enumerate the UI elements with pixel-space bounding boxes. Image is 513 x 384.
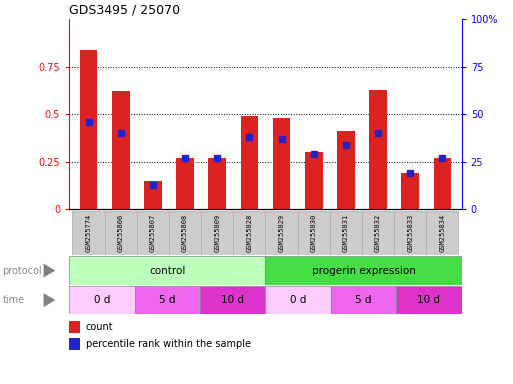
Text: count: count (86, 322, 113, 332)
Text: GSM255832: GSM255832 (375, 214, 381, 252)
Bar (305, 152, 323, 209)
Text: protocol: protocol (3, 265, 42, 276)
Bar (69, 256, 266, 285)
Text: GSM255829: GSM255829 (279, 214, 285, 252)
Text: GSM255807: GSM255807 (150, 214, 156, 252)
Bar (69, 321, 80, 333)
Bar (134, 286, 200, 314)
Bar (80, 50, 97, 209)
Text: GSM255828: GSM255828 (246, 214, 252, 252)
Text: percentile rank within the sample: percentile rank within the sample (86, 339, 251, 349)
Text: GSM255806: GSM255806 (117, 214, 124, 252)
Bar (176, 158, 194, 209)
Bar (433, 158, 451, 209)
Text: GSM255774: GSM255774 (86, 214, 91, 252)
Bar (273, 118, 290, 209)
Bar (69, 286, 134, 314)
Text: GSM255833: GSM255833 (407, 214, 413, 252)
Text: control: control (149, 265, 186, 276)
Bar (208, 158, 226, 209)
Text: 10 d: 10 d (221, 295, 244, 305)
Bar (169, 211, 201, 255)
Text: 10 d: 10 d (418, 295, 441, 305)
Text: GSM255834: GSM255834 (440, 214, 445, 252)
Bar (105, 211, 137, 255)
Text: GDS3495 / 25070: GDS3495 / 25070 (69, 3, 181, 17)
Text: 5 d: 5 d (356, 295, 372, 305)
Bar (362, 211, 394, 255)
Bar (241, 116, 258, 209)
Bar (369, 89, 387, 209)
Text: 0 d: 0 d (94, 295, 110, 305)
Text: time: time (3, 295, 25, 305)
Bar (266, 256, 462, 285)
Bar (144, 181, 162, 209)
Text: GSM255809: GSM255809 (214, 214, 220, 252)
Bar (298, 211, 330, 255)
Bar (69, 338, 80, 350)
Bar (401, 173, 419, 209)
Bar (72, 211, 105, 255)
Text: progerin expression: progerin expression (312, 265, 416, 276)
Bar (266, 211, 298, 255)
Text: GSM255831: GSM255831 (343, 214, 349, 252)
Bar (200, 286, 265, 314)
Text: 0 d: 0 d (290, 295, 306, 305)
Text: GSM255808: GSM255808 (182, 214, 188, 252)
Bar (233, 211, 266, 255)
Bar (426, 211, 459, 255)
Bar (201, 211, 233, 255)
Bar (137, 211, 169, 255)
Bar (330, 211, 362, 255)
Bar (331, 286, 396, 314)
Bar (112, 91, 130, 209)
Bar (396, 286, 462, 314)
Text: 5 d: 5 d (159, 295, 175, 305)
Bar (266, 286, 331, 314)
Bar (394, 211, 426, 255)
Bar (337, 131, 355, 209)
Text: GSM255830: GSM255830 (311, 214, 317, 252)
